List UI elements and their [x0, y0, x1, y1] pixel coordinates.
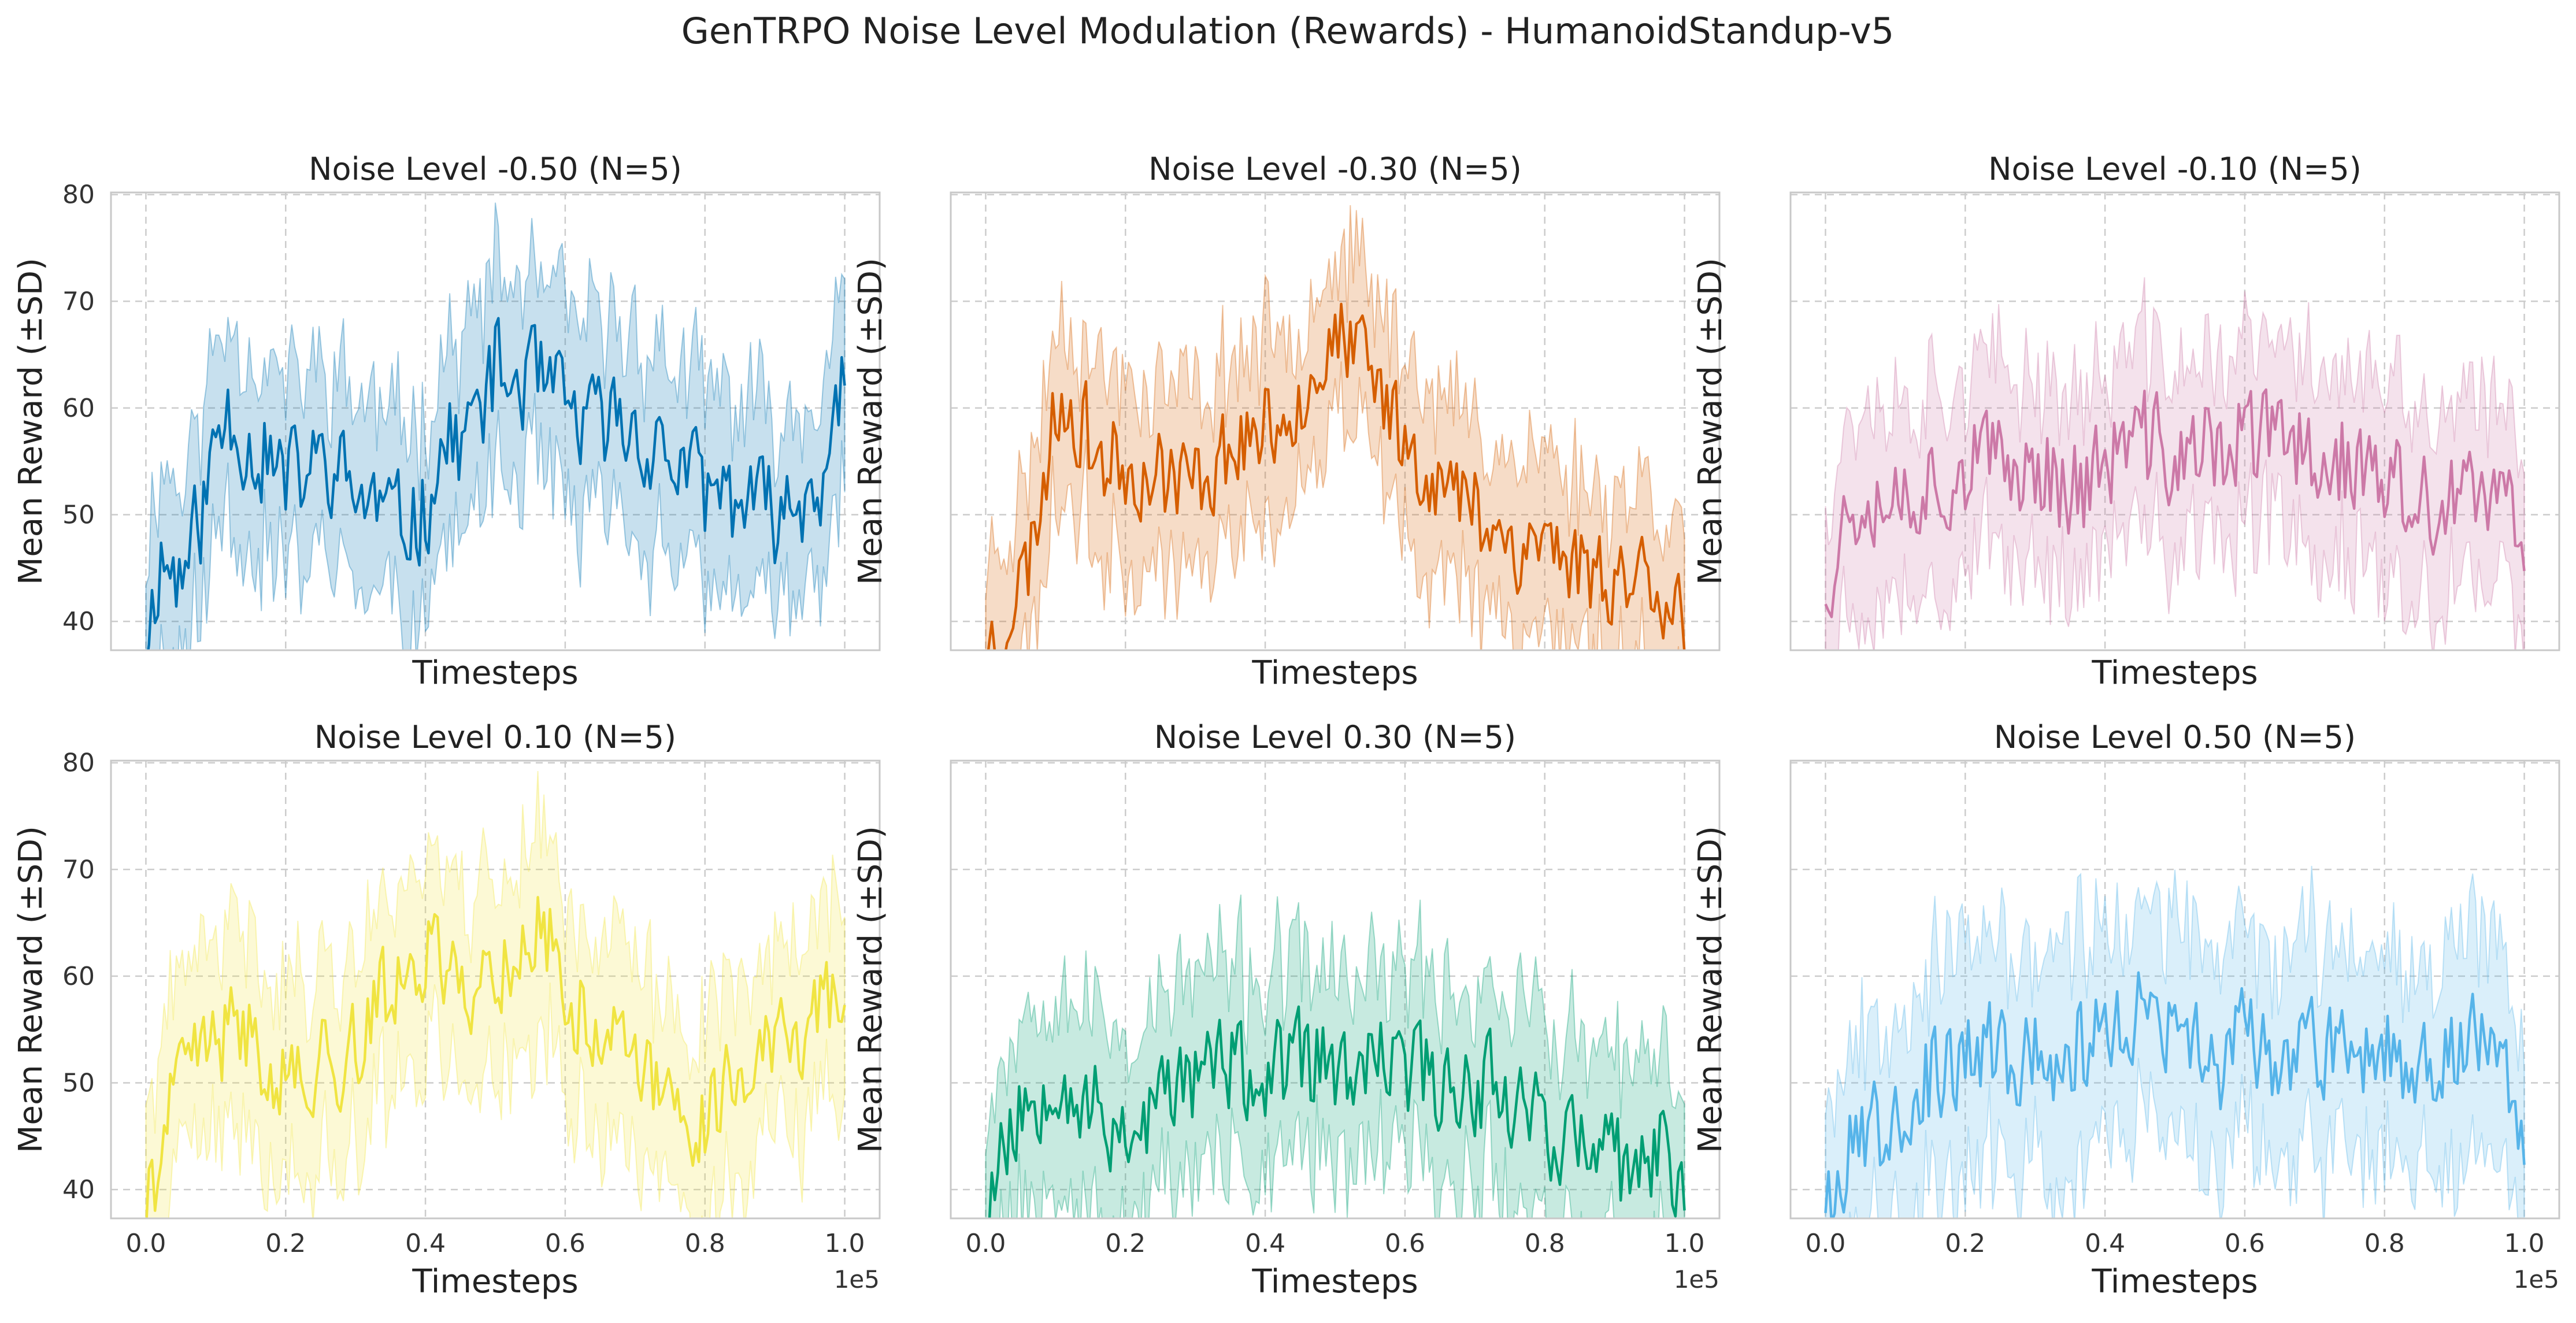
plot-frame — [950, 759, 1721, 1220]
plot-area — [111, 192, 880, 650]
series — [1824, 277, 2526, 650]
grid — [111, 192, 880, 650]
plot-frame — [110, 759, 881, 1220]
mean-line — [147, 317, 846, 650]
chart-panel-3: Noise Level -0.10 (N=5) Timesteps Mean Rew… — [1692, 151, 2560, 692]
plot-frame — [1789, 191, 2560, 651]
y-axis-label: Mean Reward (±SD) — [852, 258, 889, 585]
grid — [1791, 761, 2559, 1218]
x-tick-label: 0.8 — [1525, 1229, 1565, 1258]
x-tick-label: 0.8 — [685, 1229, 725, 1258]
y-axis-label: Mean Reward (±SD) — [1692, 826, 1729, 1153]
chart-panel-1: Noise Level -0.50 (N=5) Timesteps Mean Rew… — [12, 151, 881, 692]
grid — [951, 761, 1719, 1218]
chart-panels: Noise Level -0.50 (N=5) Timesteps Mean Rew… — [12, 151, 2560, 1300]
sd-band — [145, 202, 846, 650]
y-tick-label: 60 — [62, 962, 95, 991]
x-tick-label: 0.2 — [265, 1229, 306, 1258]
x-tick-label: 0.4 — [1245, 1229, 1285, 1258]
x-tick-label: 0.2 — [1105, 1229, 1146, 1258]
x-axis-label: Timesteps — [2091, 1263, 2258, 1300]
chart-panel-4: Noise Level 0.10 (N=5) Timesteps Mean Rewa… — [12, 719, 881, 1300]
x-scale-label: 1e5 — [2514, 1265, 2559, 1294]
x-tick-label: 0.4 — [405, 1229, 446, 1258]
y-tick-label: 70 — [62, 287, 95, 316]
x-axis-label: Timesteps — [412, 1263, 578, 1300]
x-tick-label: 1.0 — [1665, 1229, 1705, 1258]
plot-area — [1791, 192, 2559, 650]
plot-area — [1791, 761, 2559, 1218]
mean-line — [1824, 971, 2526, 1218]
x-tick-label: 0.8 — [2364, 1229, 2405, 1258]
subplot-title: Noise Level 0.50 (N=5) — [1994, 719, 2356, 755]
y-tick-label: 40 — [62, 607, 95, 636]
series — [985, 205, 1686, 650]
plot-frame — [1789, 759, 2560, 1220]
x-scale-label: 1e5 — [834, 1265, 880, 1294]
mean-line — [1824, 388, 2526, 618]
x-scale-label: 1e5 — [1674, 1265, 1719, 1294]
grid — [1791, 192, 2559, 650]
sd-band — [1825, 866, 2525, 1218]
x-tick-label: 0.0 — [965, 1229, 1006, 1258]
y-tick-label: 50 — [62, 501, 95, 530]
x-tick-label: 0.2 — [1945, 1229, 1985, 1258]
y-axis-label: Mean Reward (±SD) — [12, 826, 50, 1153]
x-tick-label: 0.6 — [2225, 1229, 2265, 1258]
sd-band — [985, 205, 1685, 650]
x-tick-label: 0.0 — [125, 1229, 166, 1258]
y-axis-label: Mean Reward (±SD) — [852, 826, 889, 1153]
y-tick-label: 80 — [62, 748, 95, 778]
chart-panel-5: Noise Level 0.30 (N=5) Timesteps Mean Rewa… — [852, 719, 1721, 1300]
x-tick-label: 0.4 — [2085, 1229, 2125, 1258]
y-tick-label: 60 — [62, 394, 95, 423]
series — [985, 894, 1686, 1218]
y-axis-label: Mean Reward (±SD) — [1692, 258, 1729, 585]
y-tick-label: 40 — [62, 1175, 95, 1205]
subplot-title: Noise Level -0.30 (N=5) — [1148, 151, 1522, 187]
subplot-title: Noise Level -0.10 (N=5) — [1988, 151, 2362, 187]
chart-panel-2: Noise Level -0.30 (N=5) Timesteps Mean Rew… — [852, 151, 1721, 692]
x-axis-label: Timesteps — [1251, 654, 1418, 692]
x-tick-label: 0.6 — [1385, 1229, 1425, 1258]
x-tick-label: 1.0 — [825, 1229, 865, 1258]
series — [1824, 866, 2526, 1218]
series — [145, 770, 846, 1218]
x-tick-label: 1.0 — [2504, 1229, 2545, 1258]
plot-area — [111, 761, 880, 1218]
plot-frame — [950, 191, 1721, 651]
plot-area — [951, 761, 1719, 1218]
y-tick-label: 80 — [62, 180, 95, 210]
x-axis-label: Timesteps — [1251, 1263, 1418, 1300]
grid — [951, 192, 1719, 650]
subplot-title: Noise Level 0.10 (N=5) — [314, 719, 676, 755]
x-tick-label: 0.6 — [545, 1229, 585, 1258]
mean-line — [987, 302, 1686, 650]
y-tick-label: 50 — [62, 1069, 95, 1098]
x-axis-label: Timesteps — [2091, 654, 2258, 692]
y-tick-label: 70 — [62, 855, 95, 884]
subplot-title: Noise Level -0.50 (N=5) — [309, 151, 682, 187]
subplot-title: Noise Level 0.30 (N=5) — [1154, 719, 1516, 755]
x-tick-label: 0.0 — [1805, 1229, 1845, 1258]
mean-line — [145, 896, 846, 1218]
grid — [111, 761, 880, 1218]
y-axis-label: Mean Reward (±SD) — [12, 258, 50, 585]
x-axis-label: Timesteps — [412, 654, 578, 692]
chart-panel-6: Noise Level 0.50 (N=5) Timesteps Mean Rewa… — [1692, 719, 2560, 1300]
figure-title: GenTRPO Noise Level Modulation (Rewards)… — [681, 10, 1894, 52]
mean-line — [988, 1005, 1686, 1218]
series — [145, 202, 846, 650]
plot-frame — [110, 191, 881, 651]
